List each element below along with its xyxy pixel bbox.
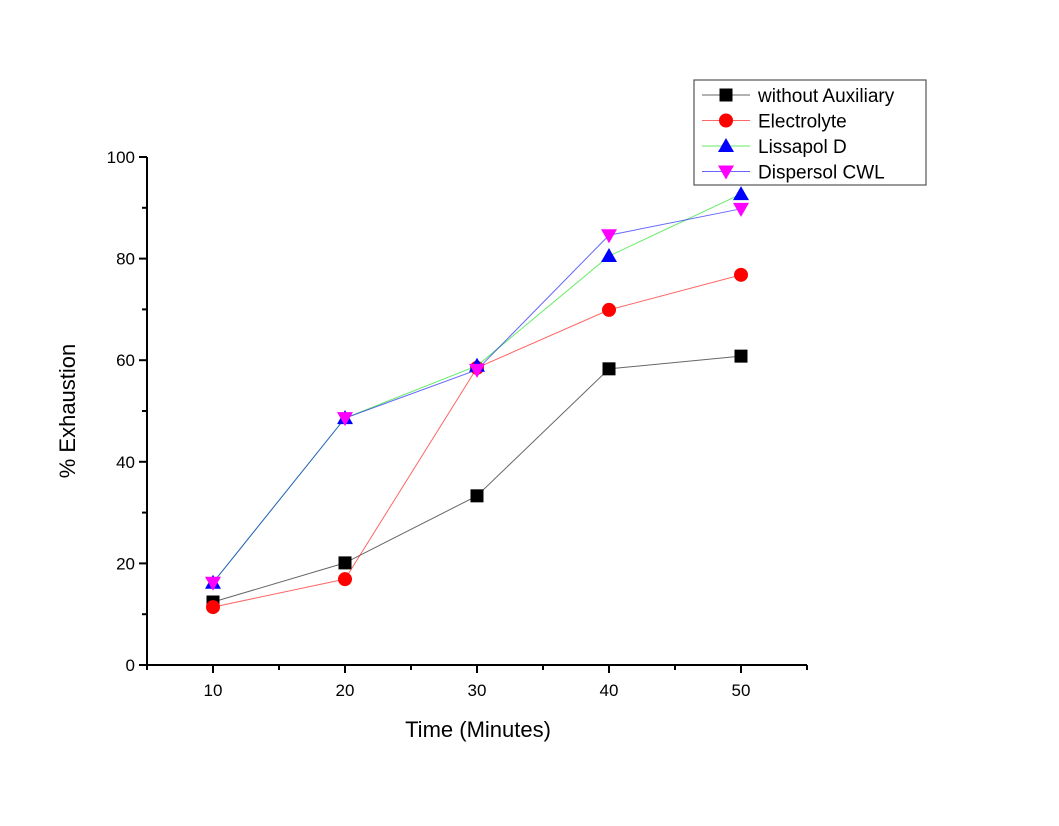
- legend-item: Electrolyte: [702, 112, 847, 133]
- x-tick-label: 50: [732, 681, 751, 700]
- series-lissapol-d: [205, 186, 749, 589]
- data-point: [601, 248, 617, 263]
- legend-label: Electrolyte: [758, 112, 847, 133]
- series-line: [212, 193, 742, 584]
- data-point: [602, 362, 616, 376]
- y-tick-label: 60: [116, 351, 135, 370]
- legend-marker-icon: [718, 138, 734, 152]
- legend-item: Dispersol CWL: [702, 163, 885, 184]
- y-tick-label: 40: [116, 453, 135, 472]
- data-point: [734, 267, 748, 282]
- legend-marker-icon: [719, 88, 733, 102]
- data-point: [733, 186, 749, 201]
- data-point: [733, 202, 749, 217]
- y-axis-title: % Exhaustion: [55, 344, 80, 479]
- data-point: [338, 572, 352, 587]
- data-point: [206, 600, 220, 615]
- legend-item: Lissapol D: [702, 137, 847, 158]
- series-dispersol-cwl: [205, 202, 749, 591]
- x-tick-label: 20: [336, 681, 355, 700]
- legend-label: Dispersol CWL: [758, 163, 885, 184]
- data-point: [601, 229, 617, 244]
- legend: without Auxiliary Electrolyte Lissapol D Di…: [693, 79, 927, 186]
- x-tick-label: 40: [600, 681, 619, 700]
- y-tick-label: 0: [126, 656, 135, 675]
- series-line: [212, 355, 742, 603]
- data-point: [337, 412, 353, 427]
- x-tick-label: 10: [204, 681, 223, 700]
- legend-label: Lissapol D: [758, 137, 847, 158]
- data-point: [338, 556, 352, 570]
- series-line: [212, 208, 742, 584]
- series-layer: [205, 186, 749, 615]
- axes: 10 20 30 40 50 0 20 40 60 80 100: [107, 148, 808, 700]
- y-tick-label: 80: [116, 250, 135, 269]
- series-electrolyte: [206, 267, 748, 615]
- y-tick-label: 20: [116, 554, 135, 573]
- x-tick-label: 30: [468, 681, 487, 700]
- legend-item: without Auxiliary: [702, 86, 895, 107]
- data-point: [602, 302, 616, 317]
- data-point: [470, 489, 484, 503]
- x-axis-title: Time (Minutes): [405, 717, 551, 742]
- data-point: [734, 349, 748, 363]
- data-point: [205, 576, 221, 591]
- series-line: [212, 274, 742, 608]
- legend-marker-icon: [718, 165, 734, 180]
- series-without-auxiliary: [206, 349, 748, 609]
- y-tick-label: 100: [107, 148, 135, 167]
- legend-label: without Auxiliary: [757, 86, 895, 107]
- data-point: [469, 363, 485, 378]
- legend-marker-icon: [719, 113, 733, 128]
